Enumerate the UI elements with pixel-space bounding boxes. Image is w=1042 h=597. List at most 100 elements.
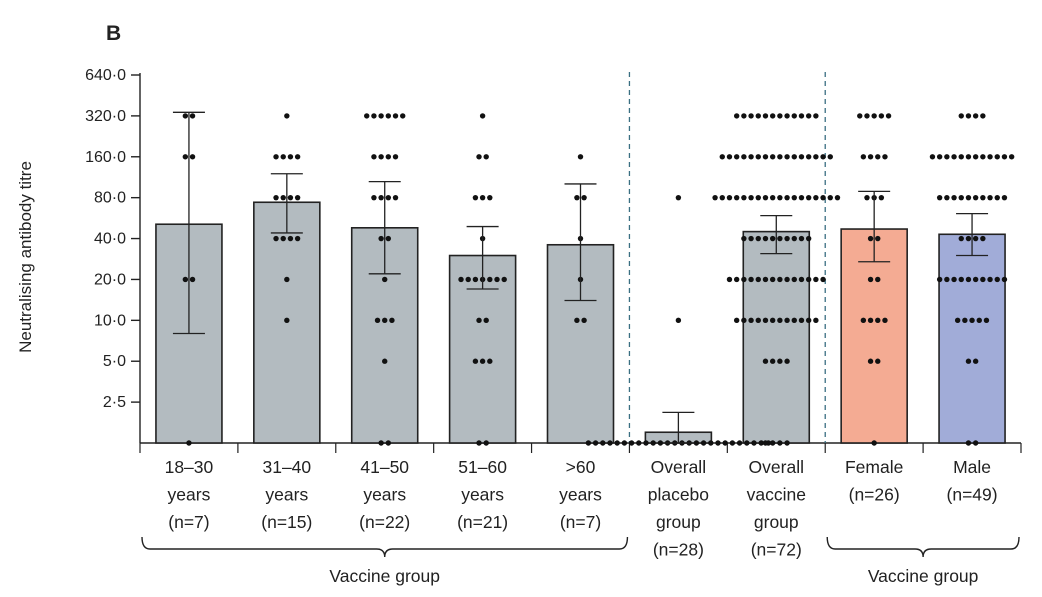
data-point xyxy=(980,235,986,242)
data-point xyxy=(972,113,979,119)
data-point xyxy=(280,194,286,201)
data-point xyxy=(951,194,957,201)
data-point xyxy=(741,154,747,160)
data-point xyxy=(189,276,196,283)
data-point xyxy=(860,317,867,324)
data-point xyxy=(479,113,486,119)
data-point xyxy=(487,276,493,283)
data-point xyxy=(944,154,950,160)
data-point xyxy=(777,194,783,201)
data-point xyxy=(769,235,776,242)
data-point xyxy=(186,440,192,446)
data-point xyxy=(280,154,286,160)
data-point xyxy=(748,317,754,324)
data-point xyxy=(791,276,797,283)
data-point xyxy=(755,235,761,242)
data-point xyxy=(643,440,649,446)
data-point xyxy=(741,113,747,119)
data-point xyxy=(712,194,718,201)
data-point xyxy=(805,113,812,119)
data-point xyxy=(476,317,482,324)
data-point xyxy=(741,317,747,324)
data-point xyxy=(273,154,279,160)
y-axis-title: Neutralising antibody titre xyxy=(16,161,35,353)
data-point xyxy=(762,235,769,242)
data-point xyxy=(581,194,587,201)
data-point xyxy=(777,358,783,364)
data-point xyxy=(798,235,805,242)
data-point xyxy=(733,194,740,201)
data-point xyxy=(878,113,885,119)
x-category-label: placebo xyxy=(648,485,709,505)
data-point xyxy=(755,194,761,201)
data-point xyxy=(994,276,1000,283)
y-tick-label: 320·0 xyxy=(85,108,126,125)
data-point xyxy=(965,276,972,283)
data-point xyxy=(805,194,812,201)
data-point xyxy=(769,276,776,283)
panel-label: B xyxy=(106,22,122,45)
data-point xyxy=(748,113,754,119)
data-point xyxy=(784,235,790,242)
data-point xyxy=(972,154,979,160)
y-tick-label: 160·0 xyxy=(85,149,126,166)
data-point xyxy=(784,194,790,201)
data-point xyxy=(472,194,479,201)
data-point xyxy=(936,276,943,283)
data-point xyxy=(987,276,993,283)
data-point xyxy=(820,154,826,160)
data-point xyxy=(733,317,740,324)
data-point xyxy=(867,317,874,324)
data-point xyxy=(715,440,721,446)
data-point xyxy=(834,194,841,201)
data-point xyxy=(755,276,761,283)
data-point xyxy=(392,113,399,119)
data-point xyxy=(389,317,395,324)
data-point xyxy=(400,113,406,119)
y-tick-label: 20·0 xyxy=(94,271,126,288)
data-point xyxy=(867,358,874,364)
data-point xyxy=(182,276,189,283)
x-category-label: (n=49) xyxy=(947,485,998,505)
data-point xyxy=(284,317,290,324)
data-point xyxy=(607,440,613,446)
data-point xyxy=(813,317,819,324)
data-point xyxy=(965,358,972,364)
data-point xyxy=(374,317,381,324)
data-point xyxy=(936,154,943,160)
data-point xyxy=(189,154,196,160)
data-point xyxy=(385,194,392,201)
data-point xyxy=(980,276,986,283)
y-tick-label: 80·0 xyxy=(94,190,126,207)
data-point xyxy=(875,235,881,242)
data-point xyxy=(758,440,764,446)
bar xyxy=(742,230,811,444)
data-point xyxy=(1001,154,1008,160)
data-point xyxy=(736,440,743,446)
y-tick-label: 10·0 xyxy=(94,312,126,329)
data-point xyxy=(820,276,826,283)
data-point xyxy=(189,113,196,119)
group-bracket xyxy=(141,536,629,558)
data-point xyxy=(762,440,769,446)
data-point xyxy=(784,154,790,160)
data-point xyxy=(871,440,877,446)
data-point xyxy=(875,317,881,324)
data-point xyxy=(972,235,979,242)
x-category-label: (n=72) xyxy=(751,540,802,560)
data-point xyxy=(954,317,961,324)
data-point xyxy=(494,276,500,283)
data-point xyxy=(958,235,964,242)
data-point xyxy=(755,317,761,324)
data-point xyxy=(614,440,620,446)
data-point xyxy=(700,440,707,446)
data-point xyxy=(965,194,972,201)
data-point xyxy=(748,276,754,283)
data-point xyxy=(965,235,972,242)
data-point xyxy=(860,154,867,160)
data-point xyxy=(719,194,725,201)
data-point xyxy=(777,113,783,119)
data-point xyxy=(294,154,301,160)
data-point xyxy=(182,113,189,119)
data-point xyxy=(726,154,733,160)
